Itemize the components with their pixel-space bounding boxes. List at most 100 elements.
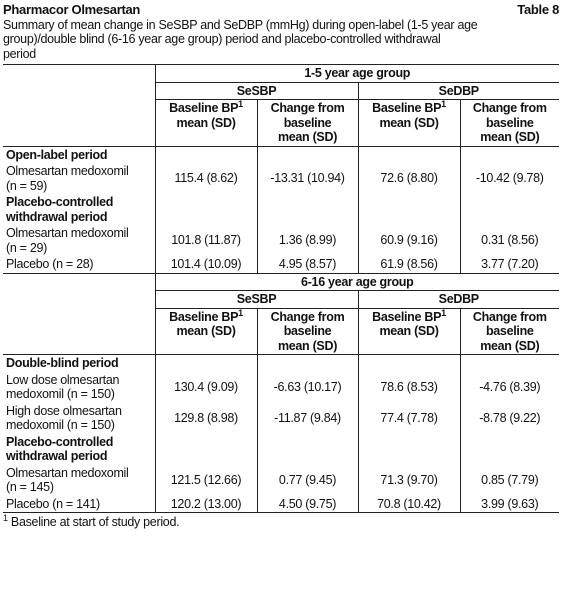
data-row: Olmesartan medoxomil (n = 59) 115.4 (8.62)… [3,163,560,194]
table-number: Table 8 [517,2,559,17]
data-row: Placebo (n = 141) 120.2 (13.00) 4.50 (9.75… [3,495,560,513]
empty-cell [256,433,358,465]
measure-header: SeDBP [357,290,560,308]
row-label-line: Olmesartan medoxomil [6,226,129,240]
empty-cell [459,354,560,372]
group-row: 6-16 year age group [3,272,560,355]
empty-cell [459,145,560,163]
column-header-text: Baseline BP [372,101,442,115]
empty-cell [256,354,358,372]
group-row: 1-5 year age group [3,64,560,146]
row-label: Low dose olmesartan medoxomil (n = 150) [3,372,155,403]
row-label: Placebo (n = 141) [3,495,155,513]
row-label-line: withdrawal period [6,209,108,224]
column-header-text: mean (SD) [277,338,338,353]
data-row: High dose olmesartan medoxomil (n = 150) 1… [3,402,560,434]
column-header-line: mean (SD) [464,339,557,354]
measure-row: SeSBP SeDBP [3,81,560,100]
column-header-line: Change from [261,310,355,325]
value-cell: -4.76 (8.39) [459,371,560,403]
group-title: 6-16 year age group [154,272,560,291]
column-header-line: mean (SD) [261,130,355,145]
column-header-text: baseline [283,115,332,130]
measure-row: SeSBP SeDBP [3,290,560,308]
value-cell: 0.77 (9.45) [256,464,358,496]
value-cell: 101.4 (10.09) [154,256,257,273]
data-row: Olmesartan medoxomil (n = 29) 101.8 (11.87… [3,225,560,256]
row-label-line: medoxomil (n = 150) [6,418,115,432]
value-cell: 129.8 (8.98) [154,402,257,434]
value-cell: 78.6 (8.53) [357,371,460,403]
row-label-line: Olmesartan medoxomil [6,465,129,480]
row-heading: Open-label period [3,145,155,163]
column-header: Baseline BP1 mean (SD) [154,99,257,146]
column-header-text: mean (SD) [277,130,338,144]
column-header-line: Baseline BP1 [159,307,254,325]
empty-cell [357,145,460,163]
measure-header: SeSBP [154,290,358,308]
column-header-line: mean (SD) [362,324,457,339]
column-header: Change from baseline mean (SD) [256,307,358,355]
column-header-row: Baseline BP1 mean (SD) Change from baseline… [3,98,560,146]
value-cell: 3.77 (7.20) [459,256,560,273]
column-header-line: mean (SD) [261,339,355,354]
measure-header: SeDBP [357,81,560,100]
value-cell: 61.9 (8.56) [357,256,460,273]
row-label-line: Placebo (n = 28) [6,257,94,271]
footnote: 1 Baseline at start of study period. [3,512,559,530]
column-header-row: Baseline BP1 mean (SD) Change from baseline… [3,307,560,355]
column-header-line: Change from [464,310,557,325]
row-label: Placebo (n = 28) [3,256,155,273]
column-header-text: mean (SD) [480,130,540,144]
empty-cell [154,354,257,372]
column-header: Change from baseline mean (SD) [459,99,560,146]
footnote-mark: 1 [3,512,8,523]
table: 1-5 year age group SeSBP SeDBP Baseline BP1… [3,64,560,513]
measure-header: SeSBP [154,81,358,100]
empty-cell [154,145,257,163]
caption: Summary of mean change in SeSBP and SeDB… [3,18,559,62]
column-header-line: Baseline BP1 [362,98,457,116]
column-header-text: mean (SD) [379,324,439,338]
column-header-line: mean (SD) [159,116,254,131]
column-header-line: baseline [261,116,355,131]
heading-row: Double-blind period [3,354,560,372]
column-header-text: Change from [472,101,547,115]
column-header-line: baseline [261,324,355,339]
column-header-line: Change from [261,101,355,116]
column-header-text: Baseline BP [372,309,442,324]
empty-cell [357,433,460,465]
heading-row: Open-label period [3,145,560,163]
column-header-text: Baseline BP [169,309,239,324]
value-cell: -8.78 (9.22) [459,402,560,434]
value-cell: -6.63 (10.17) [256,371,358,403]
row-label: Olmesartan medoxomil (n = 29) [3,225,155,256]
caption-line: group)/double blind (6-16 year age group… [3,32,441,46]
blank-cell [3,64,155,146]
column-header: Baseline BP1 mean (SD) [357,307,460,355]
header: Pharmacor Olmesartan Table 8 [3,2,559,18]
row-label-line: medoxomil (n = 150) [6,387,115,401]
column-header-text: baseline [283,324,332,338]
value-cell: 72.6 (8.80) [357,163,460,194]
column-header-line: Baseline BP1 [159,99,254,116]
value-cell: -10.42 (9.78) [459,163,560,194]
data-row: Low dose olmesartan medoxomil (n = 150) 13… [3,371,560,403]
row-label-line: High dose olmesartan [6,403,122,418]
column-header: Baseline BP1 mean (SD) [154,307,257,355]
row-heading: Placebo-controlled withdrawal period [3,434,155,465]
column-header-text: mean (SD) [480,338,540,353]
column-header-line: baseline [464,324,557,339]
footnote-mark: 1 [441,98,446,109]
value-cell: 77.4 (7.78) [357,402,460,434]
value-cell: 60.9 (9.16) [357,225,460,256]
column-header: Change from baseline mean (SD) [459,307,560,355]
footnote-mark: 1 [238,307,243,318]
value-cell: -13.31 (10.94) [256,163,358,194]
empty-cell [154,194,257,225]
column-header-line: Baseline BP1 [362,308,457,325]
data-row: Placebo (n = 28) 101.4 (10.09) 4.95 (8.57)… [3,256,560,273]
row-label-line: Placebo (n = 141) [6,496,100,511]
value-cell: -11.87 (9.84) [256,402,358,434]
